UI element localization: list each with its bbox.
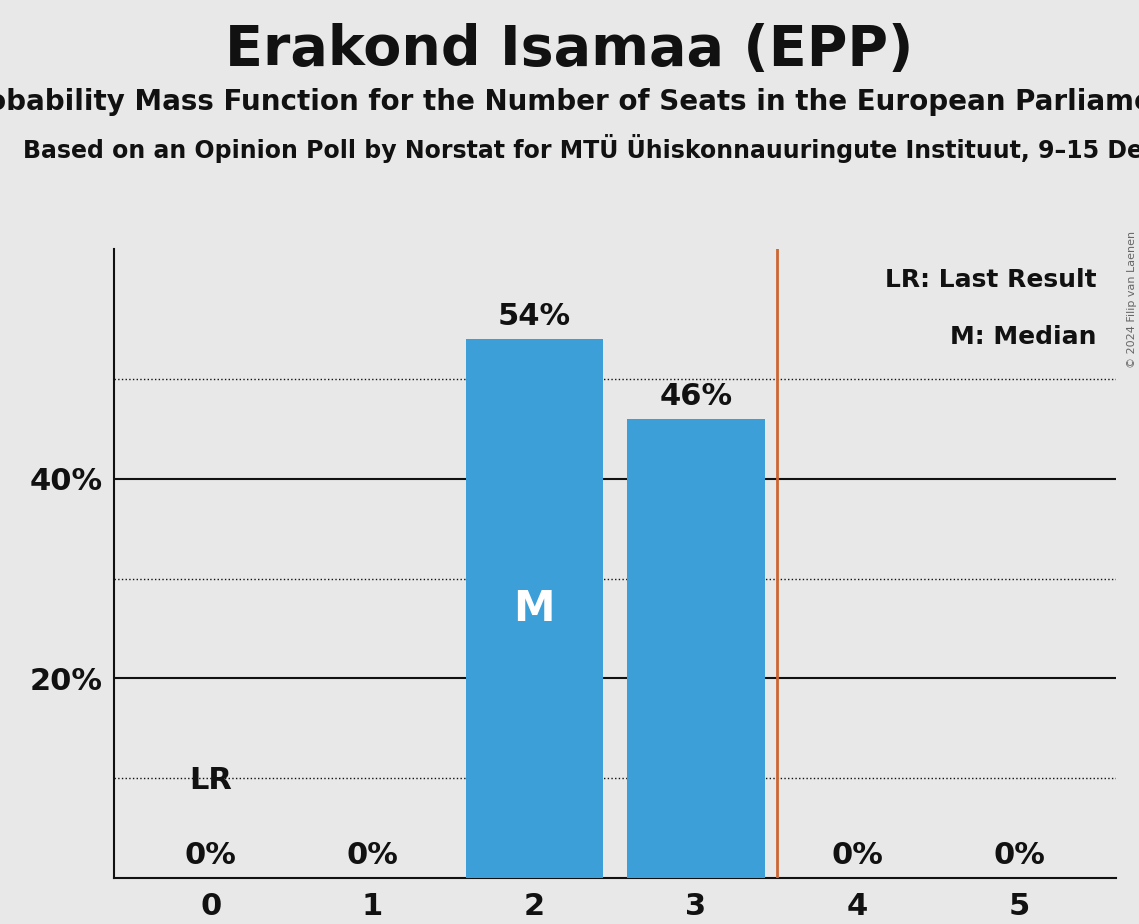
Text: M: M xyxy=(514,588,555,629)
Text: 46%: 46% xyxy=(659,382,732,411)
Text: 0%: 0% xyxy=(346,841,399,869)
Text: 0%: 0% xyxy=(185,841,237,869)
Bar xyxy=(628,419,764,878)
Text: 54%: 54% xyxy=(498,302,571,332)
Text: Erakond Isamaa (EPP): Erakond Isamaa (EPP) xyxy=(226,23,913,77)
Text: © 2024 Filip van Laenen: © 2024 Filip van Laenen xyxy=(1126,231,1137,368)
Text: 0%: 0% xyxy=(993,841,1046,869)
Text: M: Median: M: Median xyxy=(950,325,1096,349)
Text: LR: Last Result: LR: Last Result xyxy=(885,268,1096,292)
Text: Based on an Opinion Poll by Norstat for MTÜ Ühiskonnauuringute Instituut, 9–15 D: Based on an Opinion Poll by Norstat for … xyxy=(23,134,1139,163)
Bar xyxy=(466,339,603,878)
Text: LR: LR xyxy=(189,766,232,795)
Text: Probability Mass Function for the Number of Seats in the European Parliament: Probability Mass Function for the Number… xyxy=(0,88,1139,116)
Text: 0%: 0% xyxy=(831,841,884,869)
